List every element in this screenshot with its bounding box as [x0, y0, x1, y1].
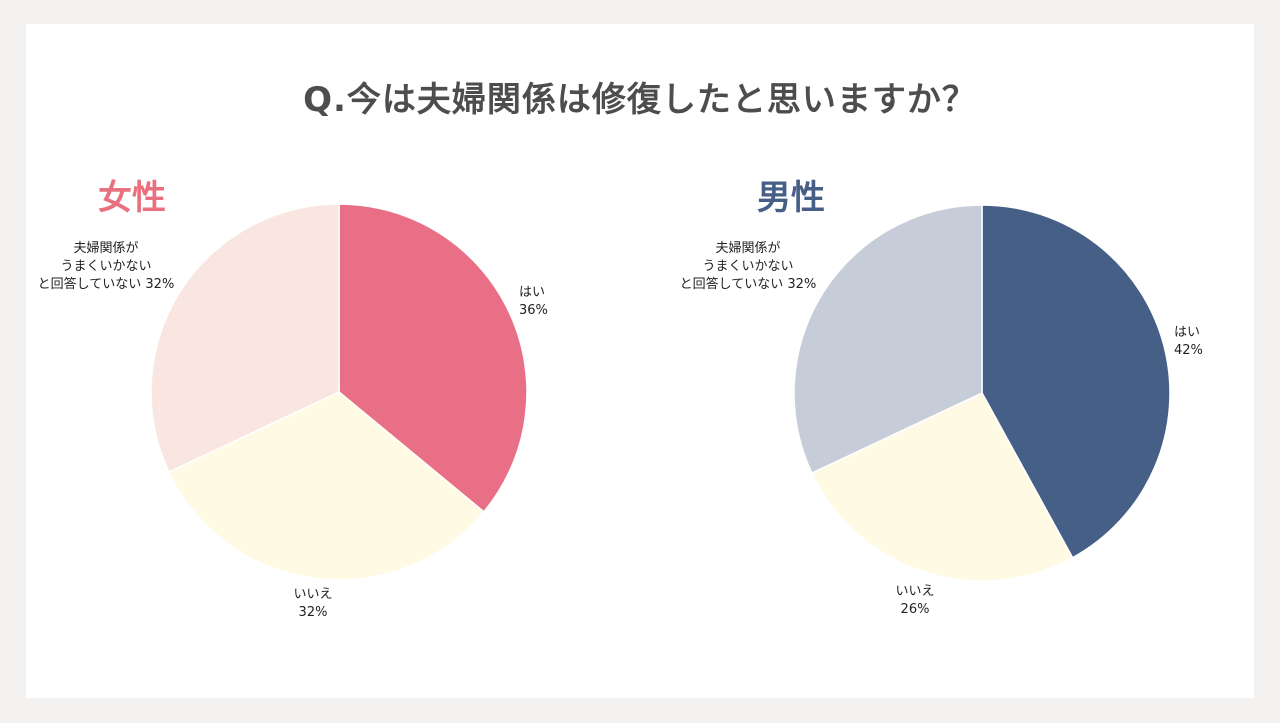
female-label-yes-name: はい	[519, 285, 546, 300]
male-label-other: 夫婦関係が うまくいかない と回答していない 32%	[678, 240, 818, 294]
male-label-other-line1: 夫婦関係が	[715, 241, 781, 256]
female-label-yes-value: 36%	[519, 303, 548, 318]
female-label-other: 夫婦関係が うまくいかない と回答していない 32%	[36, 240, 176, 294]
male-label-yes-name: はい	[1174, 325, 1201, 340]
male-slice-no	[810, 392, 1074, 582]
female-label-yes: はい 36%	[519, 284, 548, 320]
female-pie	[150, 203, 528, 581]
male-label-yes-value: 42%	[1174, 343, 1203, 358]
female-label-other-line2: うまくいかない	[60, 259, 152, 274]
female-label-no: いいえ 32%	[278, 586, 348, 622]
male-slice-other	[793, 204, 983, 475]
female-chart-title: 女性	[98, 178, 166, 218]
female-label-other-line3: と回答していない 32%	[37, 277, 175, 292]
female-label-no-value: 32%	[298, 605, 328, 620]
page-title: Q.今は夫婦関係は修復したと思いますか？	[303, 80, 977, 120]
male-slice-yes	[981, 204, 1171, 559]
male-label-yes: はい 42%	[1174, 324, 1203, 360]
male-label-no-name: いいえ	[895, 584, 935, 599]
female-label-other-line1: 夫婦関係が	[73, 241, 139, 256]
male-pie	[793, 204, 1171, 582]
female-slice-other	[150, 203, 340, 474]
female-slice-yes	[338, 203, 528, 513]
male-chart-title: 男性	[757, 178, 825, 218]
female-slice-no	[167, 391, 485, 581]
male-label-other-line3: と回答していない 32%	[679, 277, 817, 292]
female-label-no-name: いいえ	[293, 587, 333, 602]
male-label-no: いいえ 26%	[880, 583, 950, 619]
male-label-other-line2: うまくいかない	[702, 259, 794, 274]
male-label-no-value: 26%	[900, 602, 930, 617]
